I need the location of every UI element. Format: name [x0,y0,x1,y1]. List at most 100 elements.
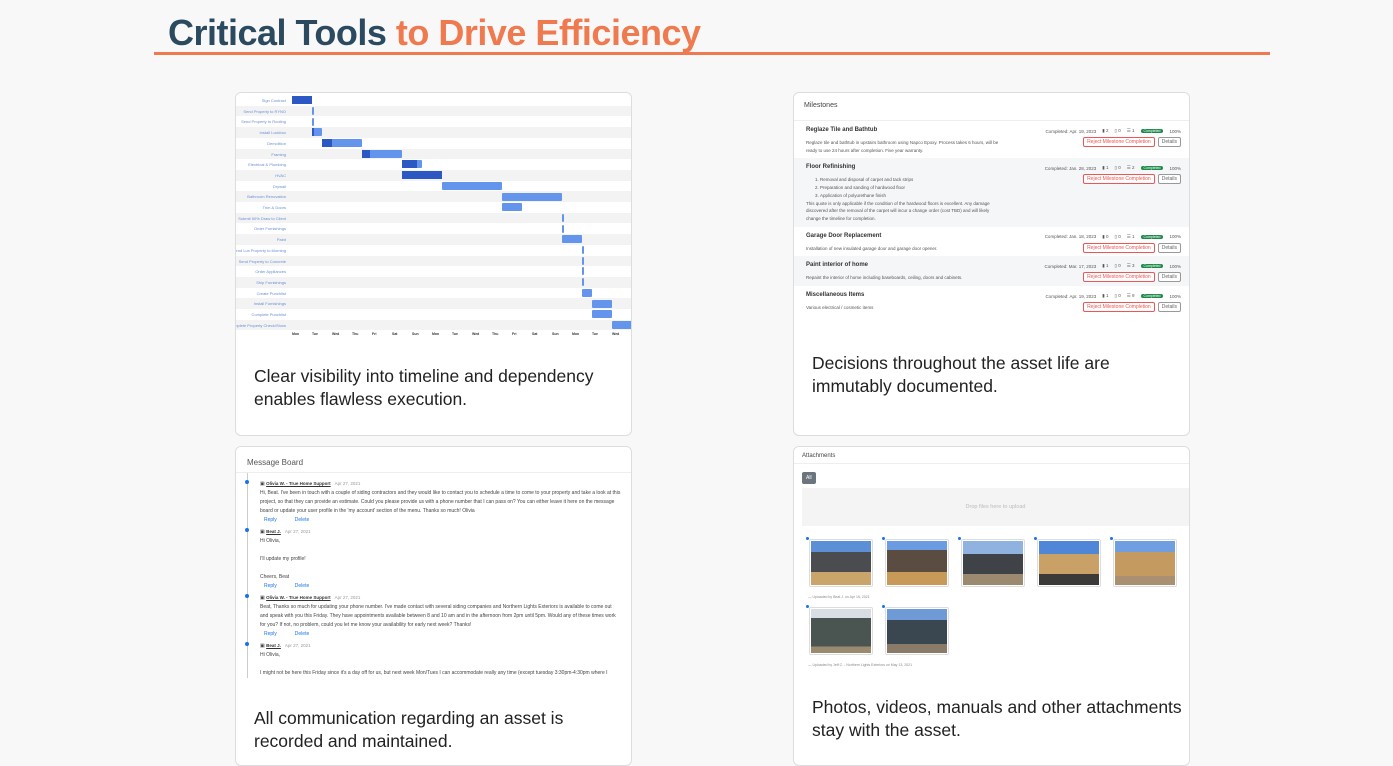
gantt-bar[interactable] [312,117,315,126]
gantt-task-label[interactable]: Send Property to RYNO [243,108,286,114]
gantt-bar[interactable] [442,181,502,190]
gantt-task-label[interactable]: Send Property to Concrete [238,258,286,264]
gantt-task-label[interactable]: Send Lux Property to Morning [235,247,286,253]
gantt-bar[interactable] [292,96,312,105]
attachment-thumbnail[interactable] [806,605,873,655]
gantt-task-label[interactable]: HVAC [275,172,286,178]
gantt-task-label[interactable]: Framing [271,151,286,157]
gantt-bar[interactable] [562,213,565,222]
reply-link[interactable]: Reply [264,631,277,637]
details-button[interactable]: Details [1157,242,1181,253]
gantt-task-label[interactable]: Create Punchlist [256,290,286,296]
gantt-bar[interactable] [502,203,522,212]
reply-link[interactable]: Reply [264,583,277,589]
message-board-header: Message Board [236,447,631,473]
attachment-thumbnail[interactable] [1034,537,1101,587]
gantt-task-label[interactable]: Bathroom Renovation [247,194,286,200]
file-drop-zone[interactable]: Drop files here to upload [802,488,1189,526]
gantt-bar[interactable] [322,139,362,148]
gantt-task-label[interactable]: Complete Property Check/Show [236,322,286,328]
message-body: Hi Olivia, I might not be here this Frid… [260,652,608,676]
gantt-row: Order Furnishings [236,223,631,234]
gantt-task-label[interactable]: Complete Punchlist [251,312,286,317]
gantt-task-label[interactable]: Ship Furnishings [256,279,286,285]
comments-value: 1 [1105,293,1109,299]
gantt-bar[interactable] [582,278,585,287]
gantt-task-label[interactable]: Drywall [272,183,286,189]
status-badge: Completed [1140,234,1164,239]
details-button[interactable]: Details [1157,137,1181,147]
gantt-task-label[interactable]: Sign Contract [261,98,286,103]
gantt-task-label[interactable]: Submit 50% Draw to Client [238,215,286,221]
attachment-thumbnail[interactable] [882,537,949,587]
comments-value: 1 [1105,263,1109,269]
message-author[interactable]: Olivia W. - True Home Support [266,481,331,486]
reply-link[interactable]: Reply [264,517,277,523]
gantt-task-label[interactable]: Trim & Doors [262,205,286,210]
gantt-task-label[interactable]: Order Furnishings [253,226,286,232]
gantt-row: Submit 50% Draw to Client [236,212,631,224]
gantt-bar[interactable] [582,246,585,255]
gantt-row: Trim & Doors [236,202,631,213]
upload-note-2: — Uploaded by Jeff C. - Northern Lights … [808,663,913,667]
gantt-bar[interactable] [362,149,402,158]
gantt-bar[interactable] [402,160,422,169]
gantt-bar[interactable] [582,256,585,265]
delete-link[interactable]: Delete [294,583,310,589]
reject-milestone-button[interactable]: Reject Milestone Completion [1083,174,1155,185]
file-icon-count: ▯ 0 [1114,165,1120,171]
gantt-axis-tick: Wed [332,332,340,336]
message: ▣ Olivia W. - True Home Support Apr 27, 2… [245,479,621,525]
gantt-task-label[interactable]: Order Appliances [255,269,286,275]
task-icon-count: ☰ 1 [1127,234,1135,240]
gantt-task-label[interactable]: Install Furnishings [253,301,286,307]
reject-milestone-button[interactable]: Reject Milestone Completion [1083,272,1155,283]
gantt-axis-tick: Mon [432,332,440,336]
gantt-bar[interactable] [592,310,612,319]
status-badge: Completed [1140,294,1164,299]
attachment-thumbnail[interactable] [1110,537,1177,587]
attachment-thumbnail[interactable] [882,605,949,655]
gantt-task-label[interactable]: Paint [276,237,286,243]
filter-all-button[interactable]: All [802,472,816,484]
message-date: Apr 27, 2021 [284,529,311,534]
gantt-bar[interactable] [502,192,562,201]
gantt-bar[interactable] [582,288,592,297]
attachment-photo [1115,541,1175,585]
completed-date: Completed: Jan. 18, 2023 [1044,234,1097,240]
gantt-bar[interactable] [612,320,631,329]
select-marker [958,537,961,540]
attachment-thumbnail[interactable] [958,537,1025,587]
gantt-bar-progress [402,171,442,180]
gantt-bar[interactable] [592,299,612,308]
gantt-bar[interactable] [562,235,582,244]
message-marker [245,480,249,484]
reject-milestone-button[interactable]: Reject Milestone Completion [1083,242,1155,253]
message-author[interactable]: Olivia W. - True Home Support [266,595,331,600]
gantt-task-label[interactable]: Electrical & Plumbing [248,162,286,168]
details-button[interactable]: Details [1157,272,1181,283]
gantt-bar[interactable] [402,171,442,180]
details-button[interactable]: Details [1157,302,1181,313]
gantt-task-label[interactable]: Send Property to Roofing [241,119,286,125]
reject-milestone-button[interactable]: Reject Milestone Completion [1083,302,1155,313]
gantt-task-label[interactable]: Install Lockbox [259,130,286,136]
gantt-bar[interactable] [312,106,315,115]
gantt-task-label[interactable]: Demolition [267,140,286,146]
attachment-thumbnail[interactable] [806,537,873,587]
gantt-bar[interactable] [582,267,585,276]
gantt-bar[interactable] [562,224,565,233]
delete-link[interactable]: Delete [294,631,310,637]
milestone-row: Reglaze Tile and Bathtub Completed: Apr. … [794,121,1189,158]
gantt-axis-tick: Wed [612,332,620,336]
message-header: ▣ Olivia W. - True Home Support Apr 27, 2… [260,593,621,603]
reject-milestone-button[interactable]: Reject Milestone Completion [1083,137,1155,147]
scope-item: Removal and disposal of carpet and tack … [820,176,1179,184]
milestones-header: Milestones [794,93,1189,121]
message-author[interactable]: Beat J. [266,643,281,648]
details-button[interactable]: Details [1157,174,1181,185]
delete-link[interactable]: Delete [294,517,310,523]
message-author[interactable]: Beat J. [266,529,281,534]
milestone-meta: Completed: Apr. 19, 2023 ▮ 2 ▯ 0 ☰ 1 Complet… [1045,128,1181,134]
gantt-bar[interactable] [312,128,322,137]
